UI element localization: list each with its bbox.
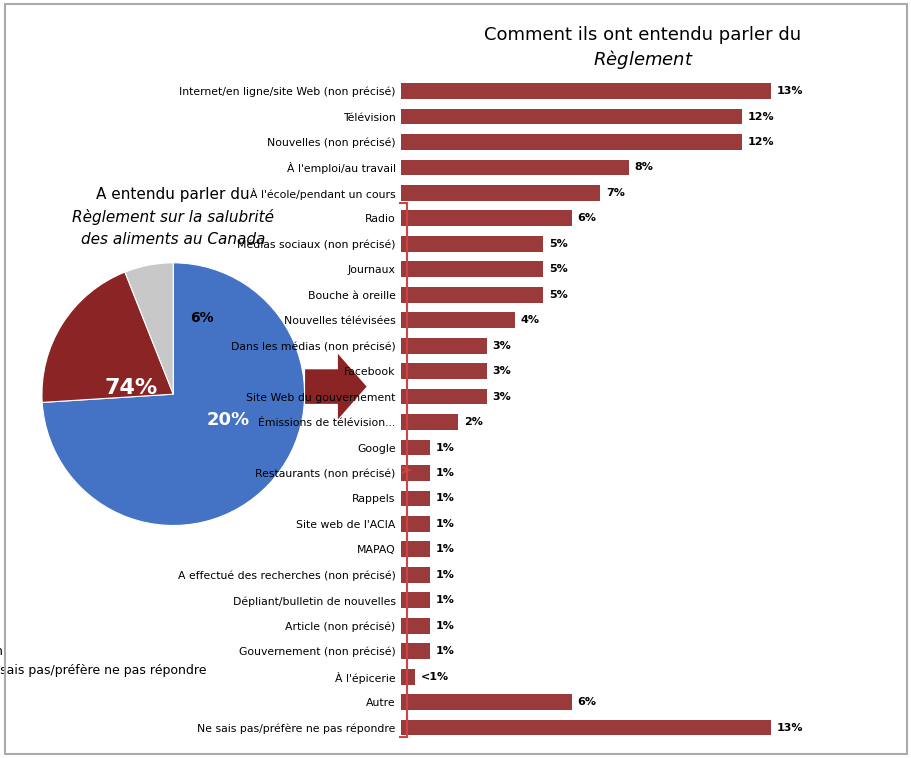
Text: 5%: 5%: [548, 239, 568, 249]
Text: 13%: 13%: [776, 86, 803, 96]
Text: 1%: 1%: [435, 595, 454, 606]
Bar: [401, 541, 429, 557]
Legend: Oui, Non, Ne sais pas/préfère ne pas répondre: Oui, Non, Ne sais pas/préfère ne pas rép…: [0, 625, 206, 677]
Text: 6%: 6%: [190, 311, 214, 325]
Wedge shape: [42, 272, 173, 402]
Text: 3%: 3%: [492, 392, 510, 402]
Text: 1%: 1%: [435, 468, 454, 478]
Bar: [401, 312, 515, 328]
Bar: [401, 185, 599, 201]
FancyArrow shape: [304, 354, 366, 419]
Text: 1%: 1%: [435, 646, 454, 656]
Text: 20%: 20%: [207, 412, 250, 430]
Bar: [401, 236, 543, 252]
Text: 6%: 6%: [577, 697, 596, 707]
Bar: [401, 108, 742, 124]
Text: Règlement sur la salubrité: Règlement sur la salubrité: [72, 209, 274, 225]
Bar: [401, 440, 429, 456]
Bar: [401, 338, 486, 353]
Text: 12%: 12%: [747, 137, 774, 147]
Bar: [401, 490, 429, 506]
Text: 1%: 1%: [435, 519, 454, 529]
Bar: [401, 592, 429, 608]
Bar: [401, 414, 457, 430]
Text: 12%: 12%: [747, 111, 774, 121]
Bar: [401, 211, 571, 227]
Text: 5%: 5%: [548, 265, 568, 274]
Text: 5%: 5%: [548, 290, 568, 299]
Bar: [401, 262, 543, 277]
Title: Comment ils ont entendu parler du
$\mathit{Règlement}$: Comment ils ont entendu parler du $\math…: [484, 27, 801, 70]
Bar: [401, 644, 429, 659]
Text: 7%: 7%: [605, 188, 624, 198]
Wedge shape: [125, 263, 173, 394]
Text: 6%: 6%: [577, 213, 596, 224]
Text: 1%: 1%: [435, 621, 454, 631]
Text: <1%: <1%: [421, 672, 449, 681]
Bar: [401, 669, 415, 684]
Text: 1%: 1%: [435, 493, 454, 503]
Text: 3%: 3%: [492, 366, 510, 376]
Text: 2%: 2%: [464, 417, 482, 427]
Bar: [401, 83, 770, 99]
Bar: [401, 134, 742, 150]
Text: 1%: 1%: [435, 570, 454, 580]
Text: 1%: 1%: [435, 544, 454, 554]
Text: 4%: 4%: [520, 315, 539, 325]
Bar: [401, 363, 486, 379]
Bar: [401, 618, 429, 634]
Bar: [401, 694, 571, 710]
Text: 74%: 74%: [105, 377, 158, 398]
Bar: [401, 287, 543, 302]
Text: 13%: 13%: [776, 722, 803, 732]
Bar: [401, 516, 429, 532]
Bar: [401, 719, 770, 735]
Bar: [401, 160, 628, 175]
Text: des aliments au Canada: des aliments au Canada: [81, 232, 265, 246]
Bar: [401, 465, 429, 481]
Text: 1%: 1%: [435, 443, 454, 453]
Text: A entendu parler du: A entendu parler du: [97, 187, 250, 202]
Wedge shape: [42, 263, 304, 525]
Bar: [401, 567, 429, 583]
Bar: [401, 389, 486, 405]
Text: 8%: 8%: [634, 162, 652, 173]
Text: 3%: 3%: [492, 340, 510, 351]
